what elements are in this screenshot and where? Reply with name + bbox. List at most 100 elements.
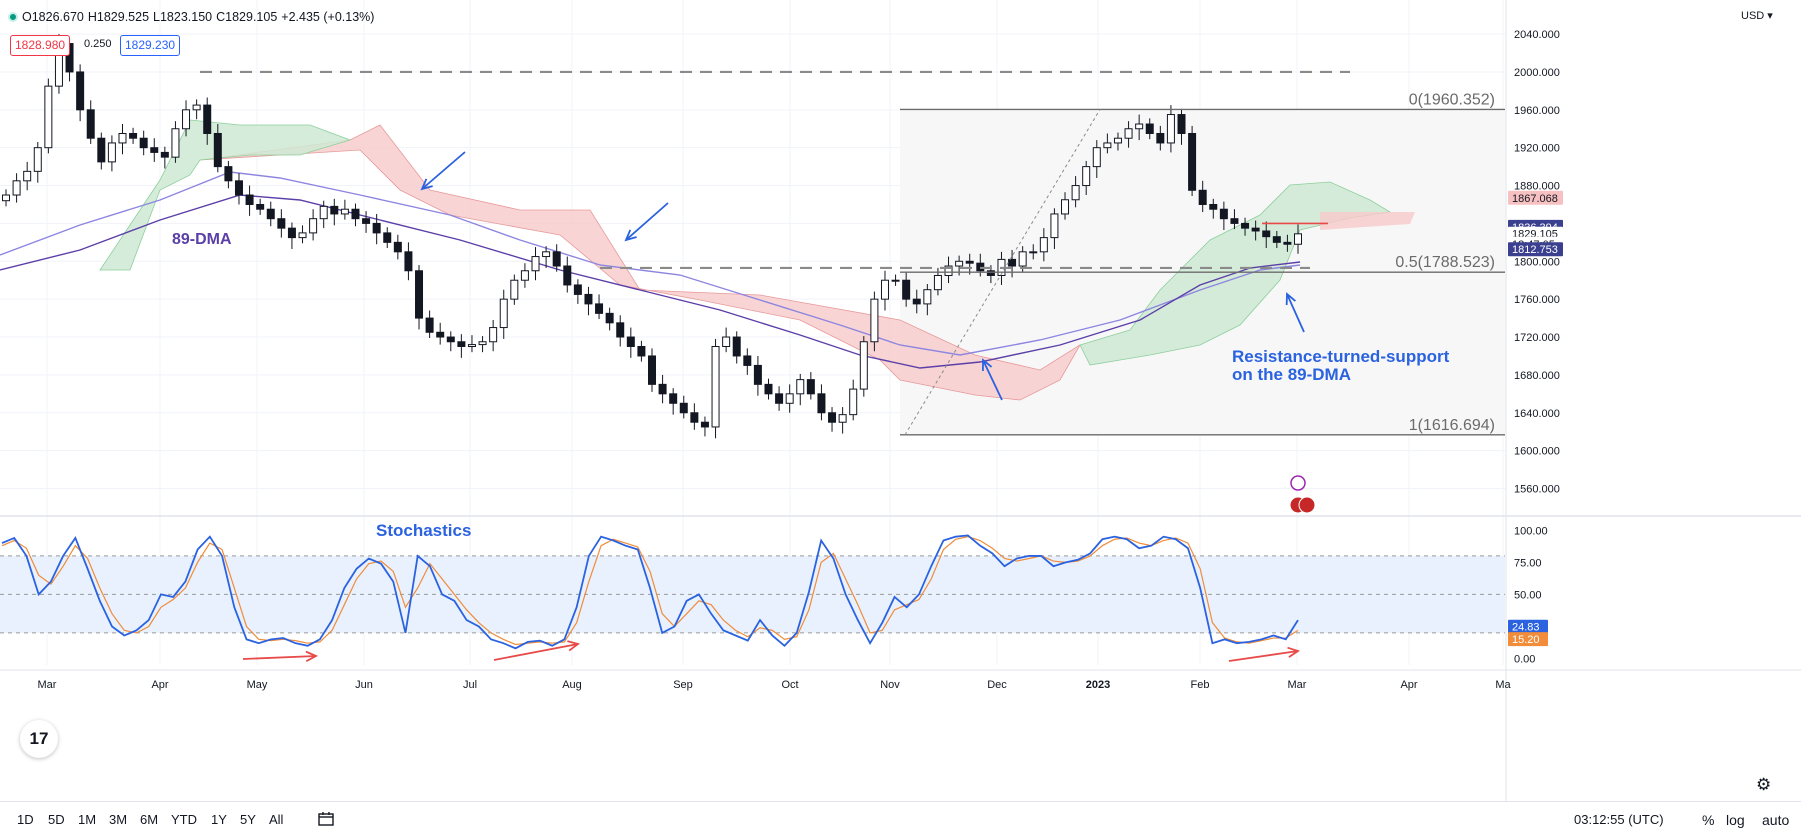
candle-body xyxy=(563,265,572,286)
range-5y-button[interactable]: 5Y xyxy=(240,812,256,827)
candle-body xyxy=(616,322,625,338)
candle-body xyxy=(309,218,318,234)
candle-body xyxy=(1177,114,1186,134)
candle-body xyxy=(510,279,519,300)
time-axis-tick: Apr xyxy=(151,679,168,691)
range-6m-button[interactable]: 6M xyxy=(140,812,159,827)
candle-body xyxy=(679,402,688,414)
candle-body xyxy=(319,205,328,220)
candle-body xyxy=(690,412,699,423)
tradingview-logo-icon[interactable]: 17 xyxy=(20,720,58,758)
currency-label[interactable]: USD ▾ xyxy=(1741,10,1773,22)
time-axis-tick: 2023 xyxy=(1086,679,1110,691)
annotation-arrow xyxy=(982,359,1003,401)
candle-body xyxy=(33,147,42,172)
price-axis-tick: 1720.000 xyxy=(1514,332,1560,344)
candle-body xyxy=(23,170,32,182)
price-axis-tick: 1920.000 xyxy=(1514,143,1560,155)
stoch-k-tag-bg xyxy=(1508,619,1548,634)
candle-body xyxy=(955,260,964,267)
gear-icon[interactable]: ⚙ xyxy=(1756,775,1772,794)
price-tag-bg xyxy=(1508,190,1563,205)
annotation-arrow-head xyxy=(1285,292,1296,306)
range-1d-button[interactable]: 1D xyxy=(17,812,34,827)
range-5d-button[interactable]: 5D xyxy=(48,812,65,827)
candle-body xyxy=(340,208,349,215)
stoch-title: Stochastics xyxy=(376,521,471,540)
auto-scale-button[interactable]: auto xyxy=(1762,812,1790,828)
candle-body xyxy=(722,336,731,347)
time-axis-tick: Mar xyxy=(1288,679,1307,691)
candle-body xyxy=(1209,203,1218,210)
candle-body xyxy=(753,364,762,385)
candle-body xyxy=(224,166,233,182)
fib-level-label: 1(1616.694) xyxy=(1409,417,1495,434)
candle-body xyxy=(160,151,169,158)
range-1y-button[interactable]: 1Y xyxy=(211,812,227,827)
candle-body xyxy=(542,251,551,258)
candle-body xyxy=(129,132,138,139)
divergence-arrow xyxy=(1228,650,1299,662)
spread-value: 0.250 xyxy=(84,38,112,50)
candle-body xyxy=(669,393,678,404)
range-ytd-button[interactable]: YTD xyxy=(171,812,197,827)
candle-body xyxy=(1283,241,1292,245)
candle-body xyxy=(584,293,593,305)
utc-clock[interactable]: 03:12:55 (UTC) xyxy=(1574,812,1664,827)
candle-body xyxy=(44,85,53,149)
candle-body xyxy=(764,383,773,395)
candle-body xyxy=(1124,128,1133,139)
candle-body xyxy=(965,260,974,264)
candle-body xyxy=(213,132,222,168)
candle-body xyxy=(1071,185,1080,201)
percent-scale-button[interactable]: % xyxy=(1702,812,1715,828)
candles-group xyxy=(2,34,1302,439)
stoch-d-tag: 15.20 xyxy=(1512,634,1540,646)
range-all-button[interactable]: All xyxy=(269,812,284,827)
candle-body xyxy=(362,218,371,224)
stoch-axis-tick: 100.00 xyxy=(1514,525,1548,537)
calendar-icon[interactable] xyxy=(318,812,334,826)
candle-body xyxy=(266,208,275,220)
candle-body xyxy=(1188,132,1197,191)
sell-price-button[interactable]: 1828.980 xyxy=(10,35,71,56)
candle-body xyxy=(870,298,879,343)
annotation-arrow-head xyxy=(624,229,637,242)
annotation-text: on the 89-DMA xyxy=(1232,365,1351,384)
candle-body xyxy=(1061,199,1070,215)
ma89-label: 89-DMA xyxy=(172,231,232,248)
price-axis-tick: 1960.000 xyxy=(1514,105,1560,117)
range-3m-button[interactable]: 3M xyxy=(109,812,128,827)
price-axis-tick: 1640.000 xyxy=(1514,408,1560,420)
time-axis-tick: Dec xyxy=(987,679,1007,691)
candle-body xyxy=(118,132,127,144)
buy-price-button[interactable]: 1829.230 xyxy=(120,35,181,56)
candle-body xyxy=(806,379,815,395)
candle-body xyxy=(287,227,296,239)
candle-body xyxy=(171,128,180,158)
candle-body xyxy=(1166,114,1175,144)
candle-body xyxy=(446,336,455,343)
candle-body xyxy=(923,289,932,305)
time-axis-tick: Apr xyxy=(1400,679,1417,691)
candle-body xyxy=(637,345,646,357)
divergence-arrow xyxy=(493,643,579,661)
candle-body xyxy=(489,327,498,343)
candle-body xyxy=(595,303,604,314)
candle-body xyxy=(330,205,339,215)
price-axis-tick: 1560.000 xyxy=(1514,483,1560,495)
candle-body xyxy=(97,137,106,163)
price-tag: 1812.753 xyxy=(1512,244,1558,256)
price-axis-tick: 1760.000 xyxy=(1514,294,1560,306)
candle-body xyxy=(817,393,826,414)
candle-body xyxy=(383,232,392,243)
range-1m-button[interactable]: 1M xyxy=(78,812,97,827)
log-scale-button[interactable]: log xyxy=(1726,812,1745,828)
candle-body xyxy=(1018,251,1027,267)
candle-body xyxy=(1082,166,1091,187)
time-axis-tick: May xyxy=(247,679,268,691)
us-flag-icon xyxy=(1298,496,1316,514)
candle-body xyxy=(404,251,413,272)
candle-body xyxy=(2,194,10,202)
